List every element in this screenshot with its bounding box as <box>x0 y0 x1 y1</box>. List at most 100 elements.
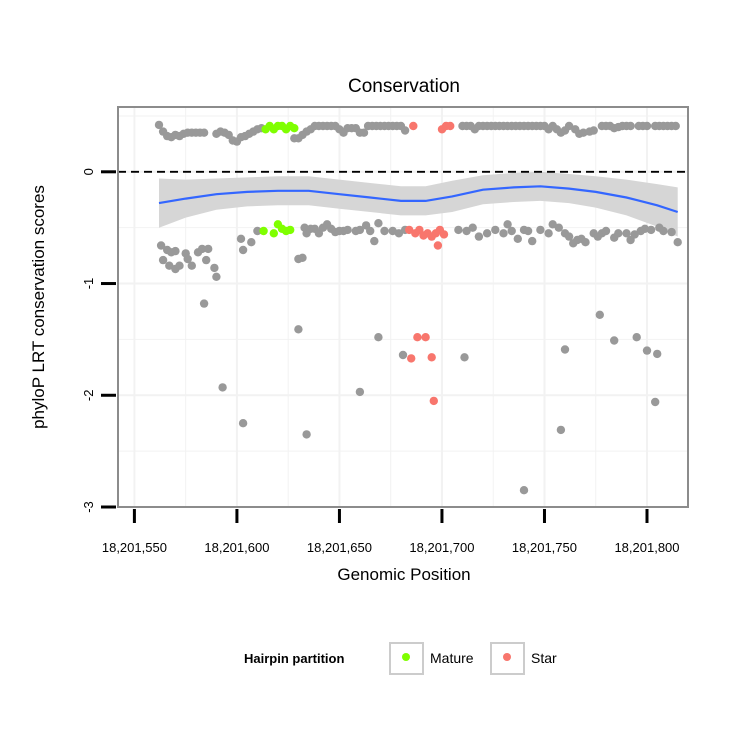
point-other <box>298 253 307 262</box>
point-other <box>156 241 166 250</box>
point-other <box>523 226 533 236</box>
point-other <box>175 261 184 270</box>
point-other <box>460 353 469 362</box>
point-other <box>503 220 512 229</box>
point-other <box>642 346 652 355</box>
point-other <box>199 128 209 137</box>
point-star <box>427 353 436 362</box>
point-other <box>630 230 639 239</box>
legend-title: Hairpin partition <box>244 651 344 666</box>
point-other <box>238 419 248 428</box>
plot-panel <box>118 107 688 507</box>
point-other <box>667 227 676 237</box>
point-other <box>236 234 246 243</box>
point-other <box>238 245 248 255</box>
y-tick-label: 0 <box>81 168 96 175</box>
x-tick-label: 18,201,550 <box>102 540 167 555</box>
point-other <box>247 238 256 247</box>
data-points <box>154 120 682 495</box>
point-other <box>210 263 219 273</box>
point-other <box>302 430 311 439</box>
point-other <box>374 333 383 342</box>
point-other <box>204 244 213 254</box>
smooth-trend-line <box>158 185 679 214</box>
point-mature <box>286 225 295 235</box>
legend-dot-star <box>503 653 511 661</box>
point-other <box>560 345 570 354</box>
point-mature <box>269 229 278 238</box>
point-other <box>671 121 680 131</box>
x-tick-label: 18,201,650 <box>307 540 372 555</box>
point-other <box>513 234 522 243</box>
point-other <box>398 350 408 360</box>
point-other <box>610 336 619 345</box>
point-other <box>614 229 623 238</box>
point-other <box>400 126 410 135</box>
point-star <box>421 333 430 342</box>
point-star <box>439 230 449 239</box>
point-other <box>394 229 404 238</box>
point-other <box>581 238 590 247</box>
point-star <box>433 241 443 250</box>
point-other <box>202 255 211 265</box>
point-other <box>548 220 557 229</box>
chart-title: Conservation <box>348 76 460 97</box>
point-other <box>359 128 369 137</box>
y-axis: 0 -1 -2 -3 <box>81 168 116 513</box>
point-other <box>519 486 529 495</box>
point-other <box>218 383 227 392</box>
point-other <box>370 236 379 246</box>
point-other <box>556 425 566 435</box>
point-other <box>564 232 574 241</box>
point-other <box>380 226 389 236</box>
point-other <box>183 254 192 264</box>
point-other <box>171 246 180 256</box>
point-other <box>294 325 303 334</box>
y-tick-label: -1 <box>81 278 96 290</box>
point-mature <box>290 124 299 133</box>
point-other <box>673 238 682 247</box>
point-other <box>474 232 484 241</box>
point-other <box>374 219 383 228</box>
point-other <box>355 225 365 235</box>
x-tick-label: 18,201,600 <box>204 540 269 555</box>
y-tick-label: -2 <box>81 390 96 402</box>
point-other <box>601 226 611 236</box>
point-other <box>199 299 209 308</box>
point-other <box>640 224 650 233</box>
legend-dot-mature <box>402 653 410 661</box>
point-other <box>653 349 662 359</box>
legend-label-mature: Mature <box>430 650 474 666</box>
point-other <box>187 261 196 270</box>
point-other <box>454 225 463 235</box>
point-other <box>579 128 588 137</box>
point-other <box>651 397 660 407</box>
point-other <box>536 225 545 235</box>
point-other <box>622 229 631 238</box>
point-other <box>632 333 641 342</box>
point-other <box>154 120 164 130</box>
point-other <box>507 226 516 236</box>
point-other <box>626 121 635 131</box>
legend-label-star: Star <box>531 650 557 666</box>
point-star <box>413 333 422 342</box>
point-other <box>554 223 563 232</box>
point-other <box>343 225 352 235</box>
point-other <box>158 255 168 265</box>
point-other <box>212 272 221 281</box>
point-other <box>589 126 598 135</box>
point-mature <box>259 226 268 236</box>
x-tick-label: 18,201,800 <box>614 540 679 555</box>
point-other <box>528 236 537 246</box>
point-star <box>446 121 455 131</box>
x-tick-label: 18,201,750 <box>512 540 577 555</box>
point-other <box>468 223 477 232</box>
y-axis-title: phyloP LRT conservation scores <box>29 185 48 429</box>
x-axis: 18,201,550 18,201,600 18,201,650 18,201,700… <box>102 509 680 555</box>
point-other <box>642 121 652 131</box>
point-other <box>646 225 656 235</box>
point-other <box>499 229 508 238</box>
legend-key-mature <box>389 642 424 675</box>
x-tick-label: 18,201,700 <box>409 540 474 555</box>
